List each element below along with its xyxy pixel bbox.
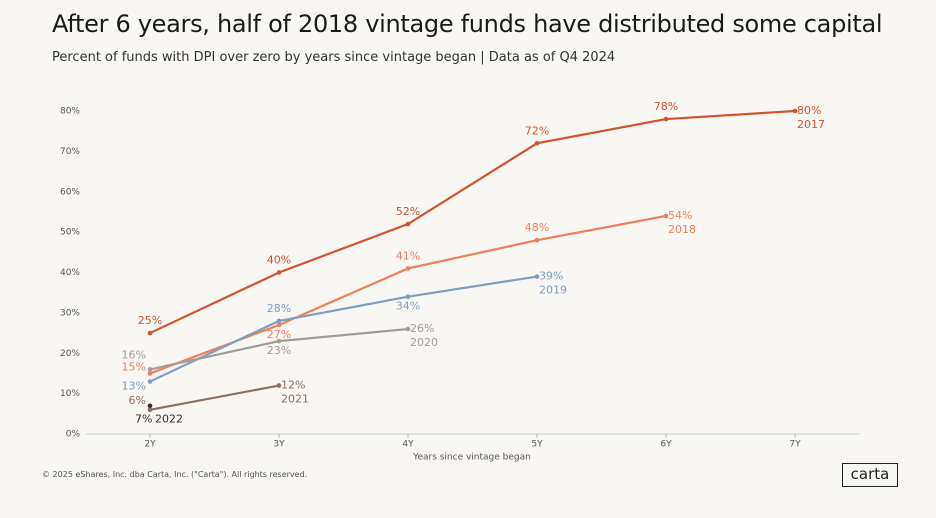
point [276, 270, 282, 275]
point [276, 338, 282, 344]
x-tick-label: 2Y [144, 440, 156, 450]
point [147, 367, 153, 372]
chart-subtitle: Percent of funds with DPI over zero by y… [52, 50, 616, 65]
point [405, 266, 411, 271]
data-label: 25% [138, 314, 162, 327]
chart-title: After 6 years, half of 2018 vintage fund… [52, 10, 883, 38]
x-tick-label: 7Y [789, 440, 801, 450]
data-label: 23% [267, 344, 291, 357]
data-label: 41% [396, 249, 420, 262]
data-label: 78% [654, 100, 678, 113]
series-name: 2022 [155, 413, 183, 426]
point [147, 330, 153, 336]
data-label: 34% [396, 300, 420, 313]
x-tick-label: 4Y [402, 440, 414, 450]
point [276, 318, 282, 324]
y-tick-label: 30% [60, 308, 80, 318]
series-name: 2017 [797, 118, 825, 131]
y-tick-label: 20% [60, 349, 80, 359]
point [276, 383, 282, 388]
y-tick-label: 40% [60, 268, 80, 278]
series-name: 2019 [539, 284, 567, 297]
series-name: 2018 [668, 223, 696, 236]
data-label: 40% [267, 254, 291, 267]
x-axis-label: Years since vintage began [412, 453, 531, 463]
data-label: 15% [122, 360, 146, 373]
data-label: 39% [539, 270, 563, 283]
footer: © 2025 eShares, Inc. dba Carta, Inc. ("C… [42, 470, 308, 479]
y-tick-label: 60% [60, 187, 80, 197]
point [534, 237, 540, 243]
point [147, 407, 153, 413]
x-tick-label: 3Y [273, 440, 285, 450]
point [147, 379, 153, 384]
data-label: 80% [797, 104, 821, 117]
y-tick-label: 50% [60, 228, 80, 238]
series-line [149, 275, 538, 383]
series-line [149, 109, 796, 335]
y-tick-label: 10% [60, 389, 80, 399]
point [276, 322, 282, 328]
data-label: 16% [122, 348, 146, 361]
point [663, 213, 669, 219]
point [534, 274, 540, 279]
data-label: 28% [267, 302, 291, 315]
data-label: 6% [129, 394, 146, 407]
point [147, 403, 153, 409]
point [792, 108, 798, 114]
data-label: 12% [281, 379, 305, 392]
x-tick-label: 6Y [660, 440, 672, 450]
logo: carta [842, 463, 898, 487]
y-tick-label: 80% [60, 107, 80, 117]
data-label: 52% [396, 205, 420, 218]
point [405, 294, 411, 300]
series-line [149, 384, 280, 411]
data-label: 54% [668, 209, 692, 222]
y-tick-label: 0% [66, 430, 81, 440]
data-label: 26% [410, 322, 434, 335]
point [405, 326, 411, 332]
data-label: 48% [525, 221, 549, 234]
point [147, 371, 153, 376]
point [534, 141, 540, 146]
data-label: 27% [267, 328, 291, 341]
data-label: 7% [135, 413, 152, 426]
series-name: 2020 [410, 336, 438, 349]
point [663, 116, 669, 122]
point [405, 221, 411, 227]
series-name: 2021 [281, 393, 309, 406]
y-tick-label: 70% [60, 147, 80, 157]
data-label: 13% [122, 380, 146, 393]
x-tick-label: 5Y [531, 440, 543, 450]
data-label: 72% [525, 124, 549, 137]
